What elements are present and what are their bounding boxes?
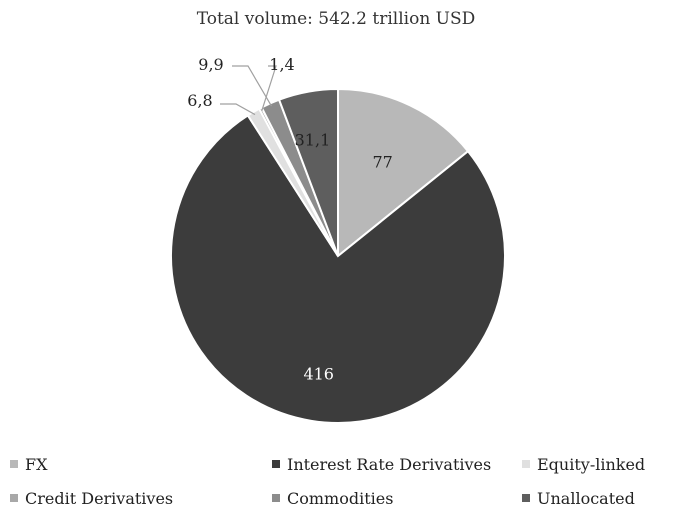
legend-label-unallocated: Unallocated — [537, 489, 635, 508]
legend-label-interest-rate-derivatives: Interest Rate Derivatives — [287, 455, 491, 474]
legend-swatch-equity-linked — [522, 460, 530, 468]
data-label-unallocated: 31,1 — [295, 131, 331, 150]
data-label-commodities: 9,9 — [198, 55, 223, 74]
slice-unallocated — [277, 87, 339, 257]
slice-interest-rate-derivatives — [170, 114, 506, 424]
legend-swatch-fx — [10, 460, 18, 468]
legend-swatch-commodities — [272, 494, 280, 502]
legend-label-credit-derivatives: Credit Derivatives — [25, 489, 173, 508]
data-label-fx: 77 — [372, 153, 392, 172]
data-label-equity-linked: 6,8 — [187, 91, 212, 110]
legend-item-fx: FX — [10, 455, 48, 474]
legend-swatch-unallocated — [522, 494, 530, 502]
slice-fx — [337, 87, 470, 259]
legend-swatch-credit-derivatives — [10, 494, 18, 502]
leader-line-credit-derivatives — [261, 65, 277, 111]
legend-item-equity-linked: Equity-linked — [522, 455, 645, 474]
legend: FX Interest Rate Derivatives Equity-linked… — [10, 455, 645, 508]
leader-lines — [220, 65, 277, 116]
legend-label-commodities: Commodities — [287, 489, 393, 508]
pie-slices — [170, 87, 506, 424]
data-labels: 77 416 6,8 1,4 9,9 31,1 — [187, 55, 393, 384]
data-label-interest-rate-derivatives: 416 — [303, 365, 334, 384]
data-label-credit-derivatives: 1,4 — [269, 55, 294, 74]
legend-swatch-interest-rate-derivatives — [272, 460, 280, 468]
legend-label-fx: FX — [25, 455, 48, 474]
chart-title: Total volume: 542.2 trillion USD — [197, 9, 476, 29]
legend-item-unallocated: Unallocated — [522, 489, 635, 508]
legend-label-equity-linked: Equity-linked — [537, 455, 645, 474]
legend-item-credit-derivatives: Credit Derivatives — [10, 489, 173, 508]
legend-item-interest-rate-derivatives: Interest Rate Derivatives — [272, 455, 491, 474]
legend-item-commodities: Commodities — [272, 489, 393, 508]
leader-line-commodities — [232, 65, 272, 107]
leader-line-equity-linked — [220, 103, 256, 116]
